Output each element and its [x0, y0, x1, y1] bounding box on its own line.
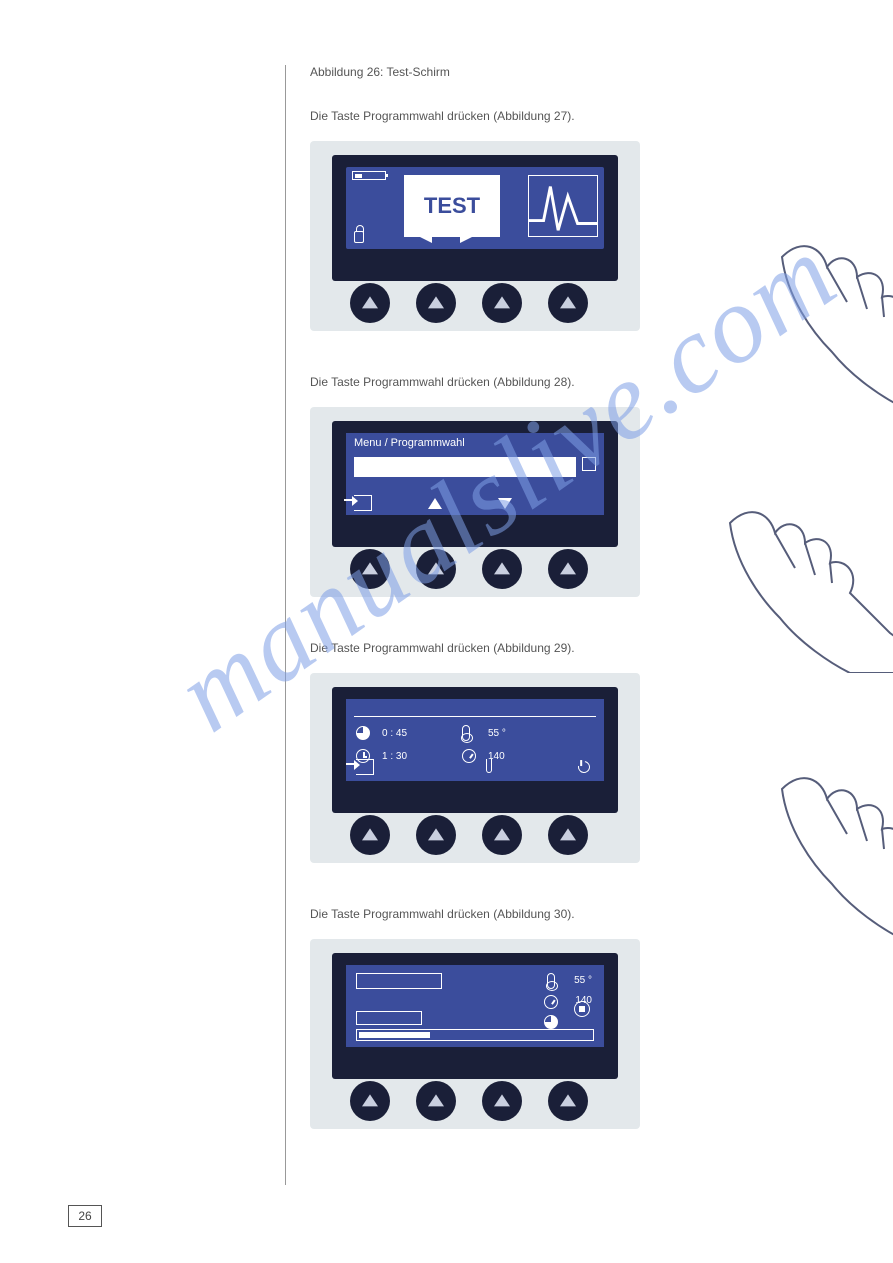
lock-icon	[354, 231, 364, 243]
section-divider	[285, 65, 286, 1185]
pie-icon	[544, 1015, 558, 1029]
glass-icon	[486, 759, 492, 773]
panel-bezel: 55 ° 140	[310, 939, 640, 1129]
panel-3: 0 : 45 55 ° 1 : 30 140	[310, 673, 840, 863]
pulse-icon[interactable]	[528, 175, 598, 237]
nav-button-1[interactable]	[350, 815, 390, 855]
right-column: Abbildung 26: Test-Schirm Die Taste Prog…	[310, 65, 840, 1173]
gauge-icon	[462, 749, 476, 763]
arrow-right-icon	[460, 231, 472, 243]
screen-2-icons	[354, 495, 512, 511]
arrow-left-icon	[420, 231, 432, 243]
temp-readout: 55 °	[574, 975, 592, 986]
panel-bezel: TEST	[310, 141, 640, 331]
screen-4-icon-col	[544, 973, 558, 1029]
nav-button-2[interactable]	[416, 549, 456, 589]
step-text-2: Die Taste Programmwahl drücken (Abbildun…	[310, 375, 840, 389]
nav-button-3[interactable]	[482, 549, 522, 589]
button-row-3	[332, 815, 588, 855]
panel-1: TEST	[310, 141, 840, 331]
triangle-down-icon	[498, 498, 512, 509]
screen-2-title: Menu / Programmwahl	[354, 437, 465, 449]
nav-button-3[interactable]	[482, 1081, 522, 1121]
battery-icon	[352, 171, 386, 180]
step-text-3: Die Taste Programmwahl drücken (Abbildun…	[310, 641, 840, 655]
selection-bar[interactable]	[354, 457, 576, 477]
button-row-2	[332, 549, 588, 589]
screen-4-content: 55 ° 140	[346, 965, 604, 1047]
thermometer-icon	[462, 725, 470, 741]
panel-bezel: 0 : 45 55 ° 1 : 30 140	[310, 673, 640, 863]
exit-icon	[354, 495, 372, 511]
step-text-4: Die Taste Programmwahl drücken (Abbildun…	[310, 907, 840, 921]
time-remaining: 0 : 45	[382, 728, 462, 739]
button-row-4	[332, 1081, 588, 1121]
exit-icon	[356, 759, 374, 775]
level-cell	[486, 759, 492, 773]
screen-1-lock	[354, 229, 364, 243]
temperature-value: 55 °	[488, 728, 568, 739]
nav-button-4[interactable]	[548, 1081, 588, 1121]
progress-bar	[356, 1029, 594, 1041]
nav-button-1[interactable]	[350, 1081, 390, 1121]
intro-text: Abbildung 26: Test-Schirm	[310, 65, 840, 79]
screen-1: TEST	[332, 155, 618, 281]
program-label-box	[356, 973, 442, 989]
screen-4: 55 ° 140	[332, 953, 618, 1079]
speed-value: 140	[488, 751, 568, 762]
total-time: 1 : 30	[382, 751, 462, 762]
nav-button-3[interactable]	[482, 283, 522, 323]
checkbox-icon[interactable]	[582, 457, 596, 471]
screen-1-arrows	[420, 231, 472, 243]
nav-button-1[interactable]	[350, 283, 390, 323]
screen-3-content: 0 : 45 55 ° 1 : 30 140	[346, 699, 604, 781]
step-text-1: Die Taste Programmwahl drücken (Abbildun…	[310, 109, 840, 123]
panel-bezel: Menu / Programmwahl	[310, 407, 640, 597]
nav-button-3[interactable]	[482, 815, 522, 855]
screen-2: Menu / Programmwahl	[332, 421, 618, 547]
nav-button-4[interactable]	[548, 283, 588, 323]
screen-1-content: TEST	[346, 167, 604, 249]
nav-button-4[interactable]	[548, 815, 588, 855]
page-number: 26	[68, 1205, 102, 1227]
nav-button-2[interactable]	[416, 815, 456, 855]
screen-3: 0 : 45 55 ° 1 : 30 140	[332, 687, 618, 813]
screen-3-header	[354, 703, 596, 717]
screen-2-content: Menu / Programmwahl	[346, 433, 604, 515]
nav-button-2[interactable]	[416, 283, 456, 323]
triangle-up-icon	[428, 498, 442, 509]
stop-icon	[574, 1001, 590, 1017]
nav-button-4[interactable]	[548, 549, 588, 589]
thermometer-icon	[547, 973, 555, 989]
gauge-icon	[544, 995, 558, 1009]
test-tile[interactable]: TEST	[404, 175, 500, 237]
button-row-1	[332, 283, 588, 323]
screen-3-grid: 0 : 45 55 ° 1 : 30 140	[356, 725, 594, 763]
step-label-box	[356, 1011, 422, 1025]
nav-button-2[interactable]	[416, 1081, 456, 1121]
panel-2: Menu / Programmwahl	[310, 407, 840, 597]
pie-icon	[356, 726, 370, 740]
panel-4: 55 ° 140	[310, 939, 840, 1129]
nav-button-1[interactable]	[350, 549, 390, 589]
